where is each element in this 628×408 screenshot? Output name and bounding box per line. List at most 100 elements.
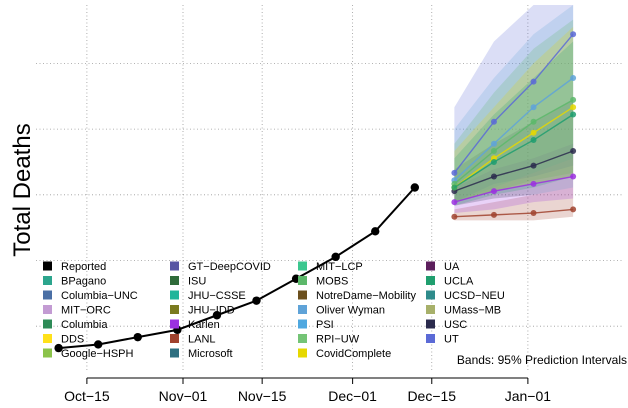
legend-label: Columbia−UNC [61, 290, 138, 302]
legend-label: DDS [61, 334, 84, 346]
forecast-point [570, 31, 577, 38]
legend-swatch [43, 305, 52, 314]
legend-label: MOBS [316, 276, 348, 288]
x-tick-label: Oct−15 [64, 388, 110, 404]
forecast-point [490, 148, 497, 154]
legend-label: BPagano [61, 276, 106, 288]
x-tick-label: Jan−01 [505, 388, 552, 404]
legend-swatch [298, 290, 307, 300]
reported-point [54, 343, 63, 353]
x-tick-label: Dec−15 [407, 388, 456, 404]
forecast-point [570, 173, 577, 180]
forecast-point [570, 148, 577, 154]
forecast-point [530, 78, 537, 85]
legend-label: MIT−ORC [61, 305, 111, 317]
reported-series [54, 183, 420, 353]
forecast-point [490, 211, 497, 218]
forecast-line [454, 175, 574, 203]
legend-swatch [43, 319, 52, 329]
legend-label: PSI [316, 319, 334, 331]
forecast-point [530, 104, 537, 111]
legend-label: LANL [188, 334, 216, 346]
reported-point [252, 296, 261, 305]
legend-label: JHU−CSSE [188, 290, 246, 302]
legend-swatch [170, 348, 179, 358]
legend-swatch [43, 290, 52, 300]
legend-swatch [298, 261, 307, 271]
forecast-point [451, 213, 458, 220]
legend-label: Columbia [61, 319, 108, 331]
legend-swatch [298, 348, 307, 358]
legend-swatch [170, 261, 179, 271]
forecast-line [453, 77, 574, 181]
legend-swatch [43, 348, 52, 358]
y-axis-label: Total Deaths [9, 123, 36, 256]
legend-label: Karlen [188, 319, 220, 331]
forecast-point [530, 118, 537, 125]
forecast-point [490, 188, 497, 195]
x-tick-label: Dec−01 [328, 388, 377, 404]
legend-label: USC [444, 319, 467, 331]
prediction-band [454, 143, 574, 214]
forecast-point [570, 104, 577, 111]
forecast-point [570, 111, 577, 118]
reported-point [410, 183, 420, 192]
legend-label: GT−DeepCOVID [188, 261, 271, 273]
forecast-line [453, 99, 574, 185]
x-tick-label: Nov−01 [159, 388, 208, 404]
legend-swatch [170, 290, 179, 300]
forecast-line [454, 150, 574, 192]
legend-swatch [43, 276, 52, 285]
forecast-point [530, 162, 537, 169]
legend-swatch [170, 305, 179, 314]
x-axis: Oct−15 Nov−01 Nov−15 Dec−01 Dec−15 Jan−01 [64, 377, 552, 404]
forecast-point [570, 75, 577, 81]
reported-point [133, 332, 142, 342]
legend-swatch [426, 276, 435, 285]
x-tick-label: Nov−15 [238, 388, 287, 404]
legend-label: ISU [188, 276, 206, 288]
legend-label: UCLA [444, 276, 474, 288]
prediction-band [454, 41, 574, 206]
legend-label: UCSD−NEU [444, 290, 505, 302]
forecast-point [451, 169, 458, 176]
forecast-point [530, 180, 537, 187]
legend-swatch [170, 334, 179, 343]
legend-label: NotreDame−Mobility [316, 290, 416, 302]
legend-label: JHU−IDD [188, 305, 235, 317]
legend-label: Oliver Wyman [316, 305, 385, 317]
forecast-point [451, 184, 458, 191]
legend-label: RPI−UW [316, 334, 360, 346]
forecast-point [530, 210, 537, 217]
forecast-point [570, 206, 577, 213]
legend-label: MIT−LCP [316, 261, 363, 273]
legend-swatch [426, 290, 435, 300]
forecast-point [490, 140, 497, 147]
forecast-point [530, 137, 537, 144]
forecast-point [530, 129, 537, 136]
prediction-band [454, 19, 574, 203]
forecast-point [490, 158, 497, 165]
legend-swatch [298, 334, 307, 343]
legend-label: UT [444, 334, 459, 346]
reported-point [93, 340, 103, 349]
legend-swatch [426, 334, 435, 343]
legend-swatch [170, 319, 179, 329]
forecast-line [454, 208, 574, 218]
forecast-point [570, 96, 577, 103]
bands-annotation: Bands: 95% Prediction Intervals [457, 353, 627, 367]
legend-label: Google−HSPH [61, 348, 134, 360]
legend-swatch [170, 276, 179, 285]
legend-swatch [298, 319, 307, 329]
legend-swatch [426, 261, 435, 271]
legend-swatch [43, 261, 52, 271]
reported-point [371, 227, 380, 236]
reported-line [58, 186, 416, 350]
forecast-point [490, 118, 497, 125]
forecast-point [451, 199, 458, 206]
legend-swatch [298, 305, 307, 314]
forecast-lines [451, 31, 577, 220]
forecast-line [454, 113, 574, 189]
legend-swatch [426, 319, 435, 329]
